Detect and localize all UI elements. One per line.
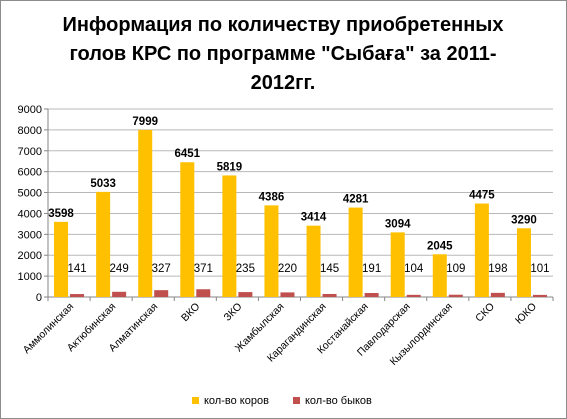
bar-cows	[264, 205, 279, 297]
bar-cows	[474, 203, 489, 297]
data-label-cows: 6451	[174, 148, 200, 160]
data-label-bulls: 191	[362, 263, 381, 275]
bar-bulls	[196, 289, 211, 297]
data-label-bulls: 109	[446, 263, 465, 275]
y-tick-label: 3000	[18, 229, 42, 241]
chart-title-line-2: голов КРС по программе "Сыбаға" за 2011-	[69, 43, 496, 65]
legend-label-cows: кол-во коров	[204, 395, 269, 407]
data-label-bulls: 235	[236, 263, 255, 275]
bar-bulls	[406, 294, 421, 297]
category-label: ВКО	[179, 301, 202, 324]
data-label-bulls: 141	[67, 263, 86, 275]
y-tick-label: 4000	[18, 208, 42, 220]
data-label-bulls: 371	[194, 263, 213, 275]
bar-bulls	[322, 293, 337, 297]
data-label-cows: 5033	[90, 178, 116, 190]
y-tick-label: 1000	[18, 271, 42, 283]
data-label-cows: 3414	[301, 212, 327, 224]
data-label-cows: 4475	[469, 190, 495, 202]
bar-bulls	[448, 294, 463, 297]
bar-cows	[306, 225, 321, 297]
bar-cows	[96, 191, 111, 297]
bar-bulls	[490, 292, 505, 297]
chart-title-line-1: Информация по количеству приобретенных	[62, 14, 503, 36]
y-tick-label: 9000	[18, 104, 42, 116]
y-tick-label: 6000	[18, 167, 42, 179]
data-label-bulls: 145	[320, 263, 339, 275]
legend: кол-во коров кол-во быков	[192, 395, 372, 407]
y-tick-label: 0	[36, 292, 42, 304]
bar-bulls	[70, 294, 85, 297]
data-label-bulls: 198	[488, 263, 507, 275]
data-label-cows: 3598	[48, 208, 74, 220]
data-label-bulls: 104	[404, 263, 424, 275]
data-label-cows: 5819	[217, 161, 243, 173]
data-label-cows: 4281	[343, 194, 369, 206]
y-tick-label: 7000	[18, 146, 42, 158]
bar-cows	[54, 221, 69, 297]
category-label: ЮКО	[513, 301, 539, 327]
data-label-cows: 3094	[385, 218, 411, 230]
data-label-cows: 7999	[132, 116, 158, 128]
category-label: ЗКО	[222, 301, 245, 324]
y-tick-label: 8000	[18, 125, 42, 137]
y-tick-label: 2000	[18, 250, 42, 262]
bar-bulls	[112, 291, 127, 297]
bar-cows	[138, 129, 153, 297]
data-label-bulls: 327	[152, 263, 171, 275]
data-label-cows: 3290	[511, 214, 537, 226]
axes: 0 1000 2000 3000 4000 5000 6000 7000 8000 9000	[18, 104, 554, 304]
data-label-cows: 4386	[259, 191, 285, 203]
data-label-bulls: 220	[278, 263, 297, 275]
data-label-bulls: 101	[530, 263, 549, 275]
bar-bulls	[238, 292, 253, 297]
y-tick-label: 5000	[18, 188, 42, 200]
bar-cows	[222, 175, 237, 297]
bar-bulls	[154, 290, 169, 297]
data-labels: 3598 141 5033 249 7999 327 6451 371 5819 235 4386 2…	[48, 116, 549, 275]
gridlines	[48, 108, 553, 277]
bar-cows	[180, 162, 195, 297]
bar-cows	[348, 207, 363, 297]
bar-cows	[516, 228, 531, 297]
data-label-bulls: 249	[110, 263, 129, 275]
legend-swatch-bulls	[293, 397, 300, 404]
bars	[54, 129, 547, 297]
bar-bulls	[364, 293, 379, 297]
legend-swatch-cows	[192, 397, 199, 404]
legend-label-bulls: кол-во быков	[305, 395, 372, 407]
bar-bulls	[532, 294, 547, 297]
category-label: СКО	[473, 301, 497, 325]
bar-bulls	[280, 292, 295, 297]
chart-title-line-3: 2012гг.	[251, 72, 316, 94]
bar-cows	[390, 232, 405, 297]
bar-cows	[432, 254, 447, 297]
data-label-cows: 2045	[427, 240, 453, 252]
